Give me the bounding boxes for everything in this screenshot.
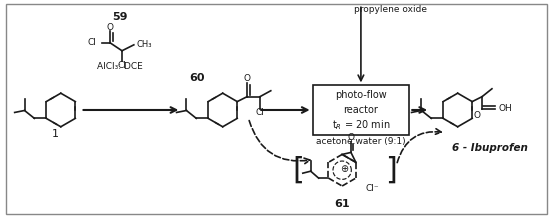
Text: Cl: Cl (255, 108, 264, 117)
Text: 1: 1 (51, 129, 59, 139)
Text: CH₃: CH₃ (137, 40, 152, 49)
Text: ]: ] (384, 156, 397, 185)
Text: reactor: reactor (343, 105, 378, 115)
Text: Cl⁻: Cl⁻ (366, 184, 379, 193)
Text: 61: 61 (335, 199, 350, 209)
Text: 59: 59 (112, 12, 128, 22)
Text: 6 - Ibuprofen: 6 - Ibuprofen (452, 143, 528, 153)
Text: t$_R$ = 20 min: t$_R$ = 20 min (332, 118, 390, 132)
Text: O: O (107, 22, 114, 32)
Text: 60: 60 (189, 73, 205, 83)
Text: Cl: Cl (118, 61, 127, 70)
Text: AlCl₃: DCE: AlCl₃: DCE (97, 62, 143, 71)
FancyBboxPatch shape (7, 4, 546, 214)
Text: Cl: Cl (87, 38, 96, 47)
Text: O: O (473, 111, 481, 120)
Text: [: [ (293, 156, 305, 185)
Text: O: O (347, 133, 354, 142)
Text: OH: OH (499, 104, 513, 113)
Text: O: O (244, 74, 251, 83)
FancyBboxPatch shape (312, 85, 409, 135)
Text: propylene oxide: propylene oxide (354, 5, 427, 14)
Text: acetone:water (9:1): acetone:water (9:1) (316, 137, 406, 146)
Text: photo-flow: photo-flow (335, 90, 387, 100)
Text: ⊕: ⊕ (340, 164, 348, 174)
